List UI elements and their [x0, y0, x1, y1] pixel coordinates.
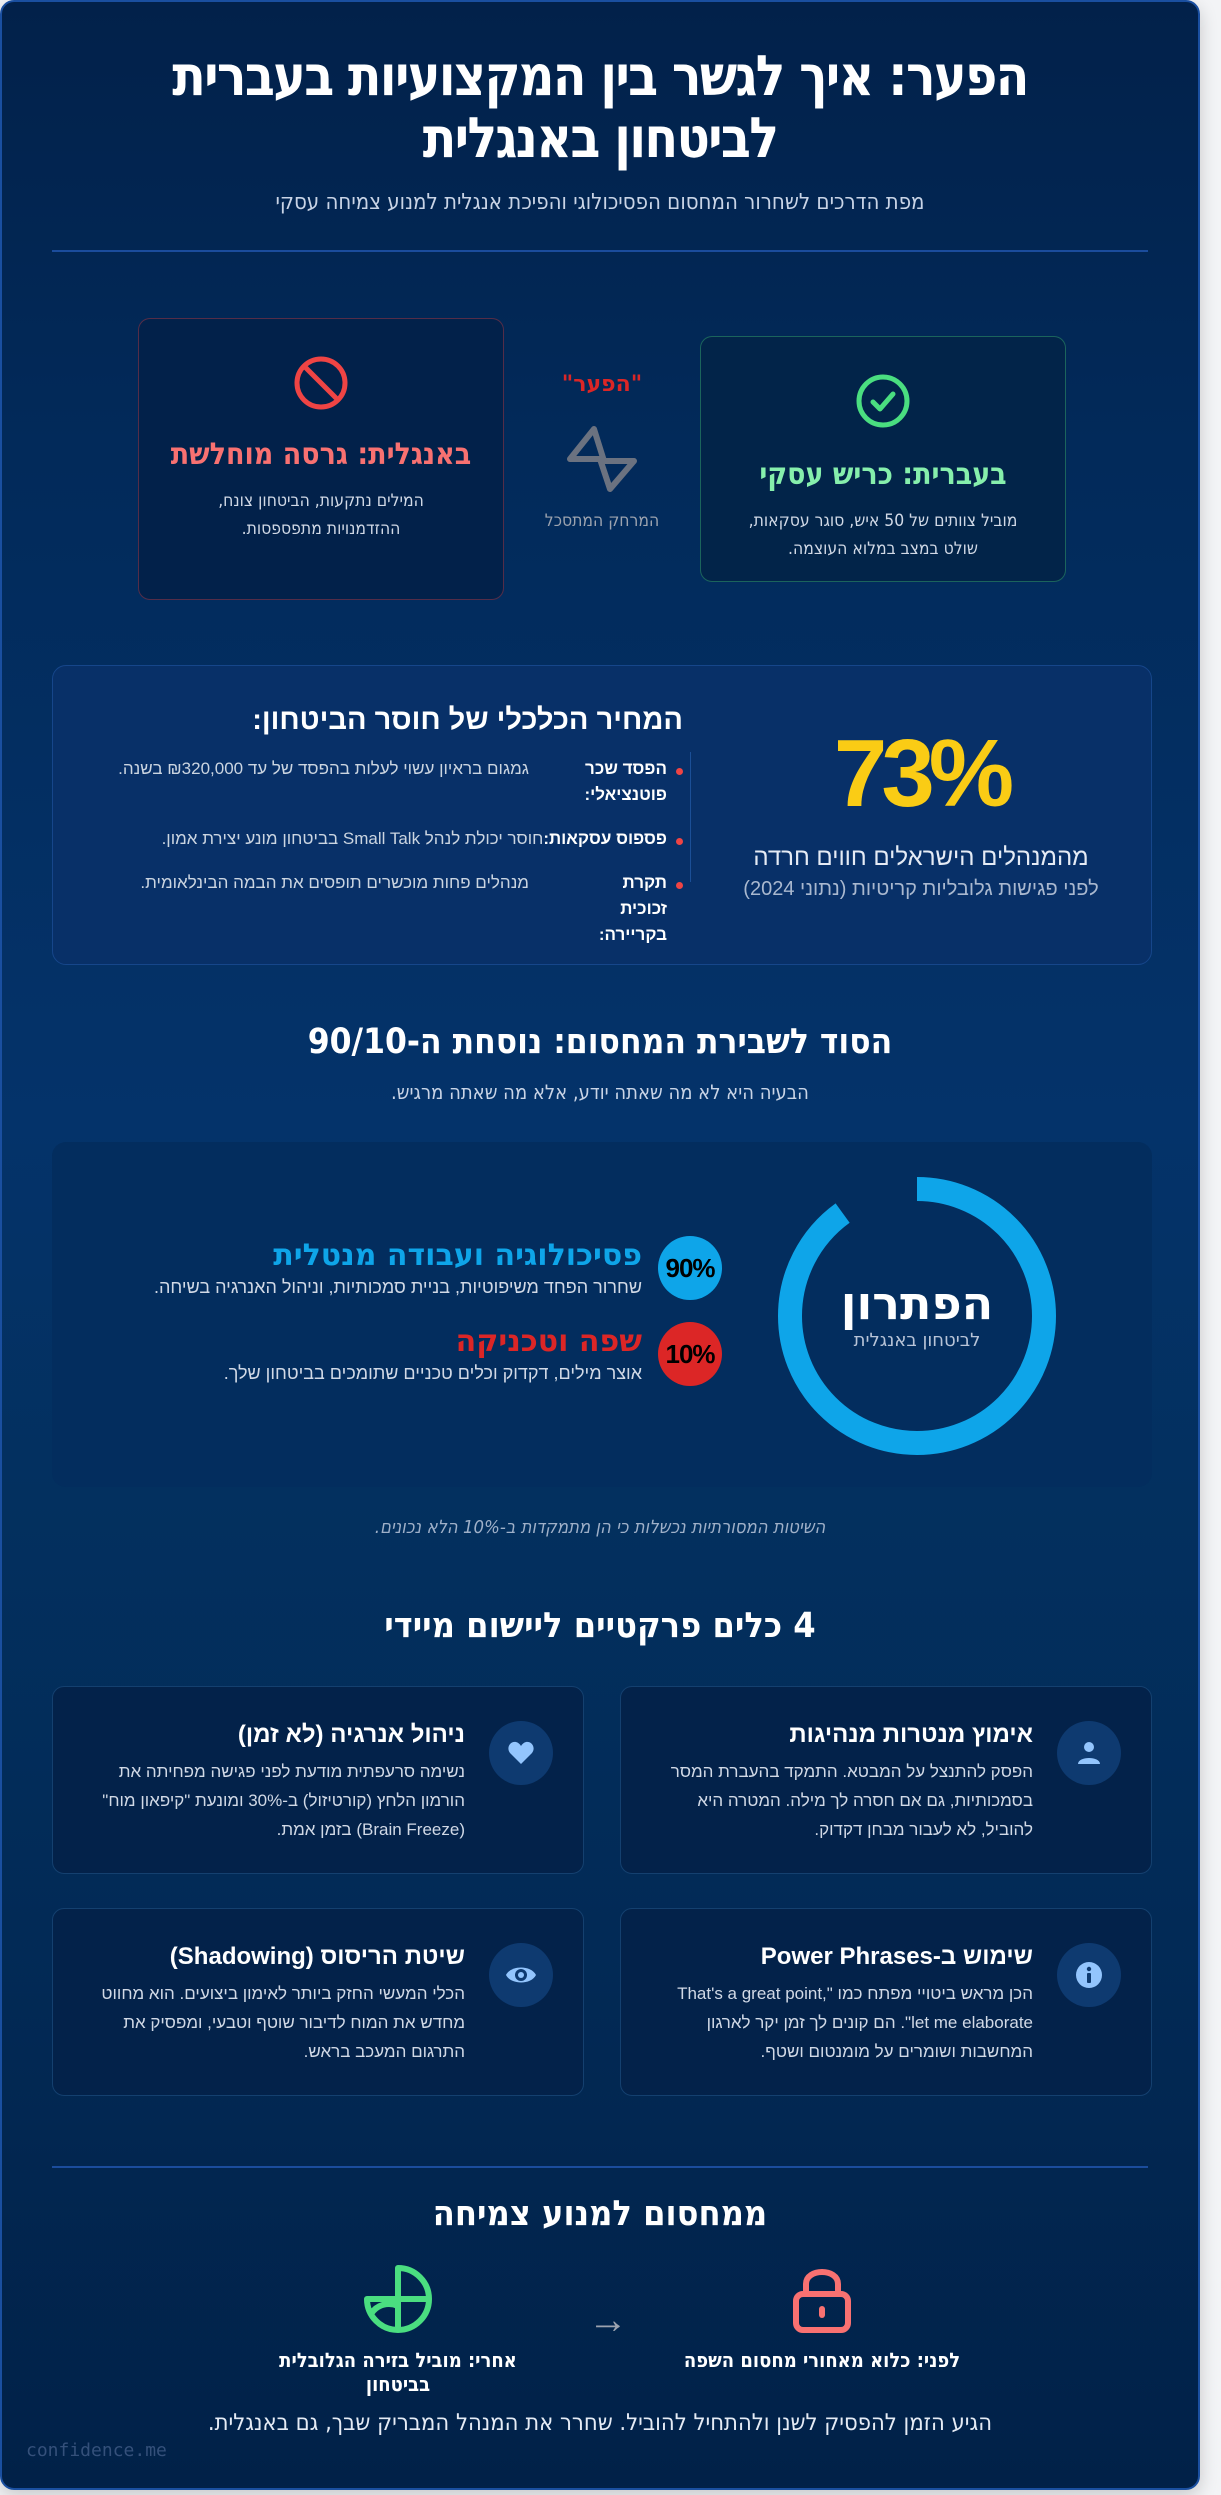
tool-body: אימוץ מנטרות מנהיגות הפסק להתנצל על המבט… — [661, 1719, 1033, 1844]
ratio-rows: 90% פסיכולוגיה ועבודה מנטלית שחרור הפחד … — [122, 1236, 722, 1408]
tool-icon-wrap — [1057, 1943, 1121, 2007]
cost-item: תקרת זכוכית בקריירה: מנהלים פחות מוכשרים… — [93, 870, 683, 948]
transformation-title: ממחסום למנוע צמיחה — [432, 2194, 768, 2234]
tool-body: שיטת הריסוס (Shadowing) הכלי המעשי החזק … — [93, 1941, 465, 2066]
title-line-1: הפער: איך לגשר בין המקצועיות בעברית — [172, 44, 1029, 109]
gap-caption: המרחק המתסכל — [544, 511, 660, 531]
tool-card: אימוץ מנטרות מנהיגות הפסק להתנצל על המבט… — [620, 1686, 1152, 1874]
tool-text: הפסק להתנצל על המבטא. התמקד בהעברת המסר … — [670, 1762, 1033, 1839]
tools-title: 4 כלים פרקטיים ליישום מיידי — [384, 1606, 816, 1646]
after-label: אחרי: מוביל בזירה הגלובלית בביטחון — [279, 2348, 517, 2396]
check-circle-icon — [856, 374, 910, 428]
cost-title: המחיר הכלכלי של חוסר הביטחון: — [252, 704, 683, 736]
ratio-text: שפה וטכניקה אוצר מילים, דקדוק וכלים טכני… — [223, 1323, 642, 1384]
ratio-row-psychology: 90% פסיכולוגיה ועבודה מנטלית שחרור הפחד … — [122, 1236, 722, 1300]
page-subtitle: מפת הדרכים לשחרור המחסום הפסיכולוגי והפי… — [275, 190, 925, 215]
arrow-right-icon: → — [588, 2298, 628, 2342]
watermark: confidence.me — [26, 2440, 167, 2461]
english-card: באנגלית: גרסה מוחלשת המילים נתקעות, הביט… — [138, 318, 504, 600]
cost-breakdown: המחיר הכלכלי של חוסר הביטחון: הפסד שכר פ… — [93, 700, 683, 966]
hebrew-card-text: מוביל צוותים של 50 איש, סוגר עסקאות, שול… — [748, 511, 1018, 559]
tool-icon-wrap — [489, 1943, 553, 2007]
page-title: הפער: איך לגשר בין המקצועיות בעברית לביט… — [74, 46, 1126, 170]
stat-divider — [690, 752, 691, 882]
lock-icon — [793, 2269, 851, 2333]
bullet-dot-icon — [669, 826, 683, 852]
english-card-text: המילים נתקעות, הביטחון צונח, ההזדמנויות … — [218, 491, 424, 539]
ratio-text: פסיכולוגיה ועבודה מנטלית שחרור הפחד משיפ… — [154, 1237, 642, 1298]
ring-chart-icon — [778, 1177, 1056, 1455]
formula-panel: הפתרון לביטחון באנגלית 90% פסיכולוגיה וע… — [52, 1142, 1152, 1487]
ring-label: הפתרון לביטחון באנגלית — [777, 1278, 1057, 1351]
english-card-title: באנגלית: גרסה מוחלשת — [170, 437, 472, 472]
after-state: אחרי: מוביל בזירה הגלובלית בביטחון — [238, 2264, 558, 2396]
header-divider — [52, 250, 1148, 252]
tool-text: נשימה סרעפתית מודעת לפני פגישה מפחיתה את… — [102, 1762, 465, 1839]
ratio-badge: 10% — [658, 1322, 722, 1386]
hebrew-card-title: בעברית: כריש עסקי — [759, 457, 1007, 492]
eye-icon — [506, 1967, 536, 1983]
formula-title: הסוד לשבירת המחסום: נוסחת ה-90/10 — [307, 1022, 893, 1062]
stat-sublabel: לפני פגישות גלובליות קריטיות (נתוני 2024… — [743, 878, 1099, 900]
cost-item-value: מנהלים פחות מוכשרים תופסים את הבמה הבינל… — [140, 873, 529, 892]
cost-panel: 73% מהמנהלים הישראלים חווים חרדה לפני פג… — [52, 665, 1152, 965]
tool-text: הכן מראש ביטויי מפתח כמו "That's a great… — [677, 1984, 1033, 2061]
tool-icon-wrap — [489, 1721, 553, 1785]
cost-item: פספוס עסקאות: חוסר יכולת לנהל Small Talk… — [93, 826, 683, 852]
tool-title: שימוש ב-Power Phrases — [760, 1943, 1033, 1970]
bullet-dot-icon — [669, 870, 683, 948]
cost-item-key: פספוס עסקאות: — [543, 829, 667, 848]
broken-lightning-icon — [567, 426, 637, 492]
tool-title: אימוץ מנטרות מנהיגות — [789, 1721, 1033, 1748]
cost-item: הפסד שכר פוטנציאלי: גמגום בראיון עשוי לע… — [93, 756, 683, 808]
tool-icon-wrap — [1057, 1721, 1121, 1785]
ratio-title: שפה וטכניקה — [455, 1323, 642, 1359]
tool-card: ניהול אנרגיה (לא זמן) נשימה סרעפתית מודע… — [52, 1686, 584, 1874]
ratio-row-language: 10% שפה וטכניקה אוצר מילים, דקדוק וכלים … — [122, 1322, 722, 1386]
before-label: לפני: כלוא מאחורי מחסום השפה — [683, 2348, 961, 2372]
stat-value: 73% — [833, 720, 1014, 827]
title-line-2: לביטחון באנגלית — [422, 106, 779, 171]
ratio-title: פסיכולוגיה ועבודה מנטלית — [273, 1237, 642, 1273]
cost-item-value: חוסר יכולת לנהל Small Talk בביטחון מונע … — [161, 829, 544, 848]
tool-card: שימוש ב-Power Phrases הכן מראש ביטויי מפ… — [620, 1908, 1152, 2096]
tool-card: שיטת הריסוס (Shadowing) הכלי המעשי החזק … — [52, 1908, 584, 2096]
cost-item-value: גמגום בראיון עשוי לעלות בהפסד של עד ₪320… — [118, 759, 529, 778]
ratio-desc: שחרור הפחד משיפוטיות, בניית סמכותיות, ונ… — [154, 1276, 642, 1297]
tool-title: שיטת הריסוס (Shadowing) — [169, 1943, 465, 1970]
ring-subtitle: לביטחון באנגלית — [853, 1330, 981, 1351]
tool-body: שימוש ב-Power Phrases הכן מראש ביטויי מפ… — [661, 1941, 1033, 2066]
section-divider — [52, 2166, 1148, 2168]
cost-list: הפסד שכר פוטנציאלי: גמגום בראיון עשוי לע… — [93, 756, 683, 948]
tool-text: הכלי המעשי החזק ביותר לאימון ביצועים. הו… — [101, 1984, 465, 2061]
stat-label: מהמנהלים הישראלים חווים חרדה — [753, 844, 1089, 871]
ring-title: הפתרון — [840, 1276, 994, 1330]
gap-label: "הפער" — [561, 372, 643, 397]
heart-icon — [508, 1741, 534, 1764]
info-icon — [1076, 1962, 1102, 1988]
gap-indicator: "הפער" המרחק המתסכל — [522, 372, 682, 531]
header: הפער: איך לגשר בין המקצועיות בעברית לביט… — [2, 46, 1198, 216]
tool-body: ניהול אנרגיה (לא זמן) נשימה סרעפתית מודע… — [93, 1719, 465, 1844]
formula-note: השיטות המסורתיות נכשלות כי הן מתמקדות ב-… — [374, 1517, 826, 1538]
cost-item-key: תקרת זכוכית בקריירה: — [598, 873, 667, 944]
tool-title: ניהול אנרגיה (לא זמן) — [237, 1721, 465, 1748]
user-icon — [1078, 1742, 1100, 1764]
closing-statement: הגיע הזמן להפסיק לשנן ולהתחיל להוביל. שח… — [207, 2410, 993, 2436]
ratio-badge: 90% — [658, 1236, 722, 1300]
ratio-desc: אוצר מילים, דקדוק וכלים טכניים שתומכים ב… — [223, 1362, 642, 1383]
hebrew-card: בעברית: כריש עסקי מוביל צוותים של 50 איש… — [700, 336, 1066, 582]
anxiety-stat: 73% מהמנהלים הישראלים חווים חרדה לפני פג… — [691, 666, 1151, 964]
formula-subtitle: הבעיה היא לא מה שאתה יודע, אלא מה שאתה מ… — [391, 1080, 809, 1104]
cost-item-key: הפסד שכר פוטנציאלי: — [584, 759, 668, 804]
bullet-dot-icon — [669, 756, 683, 808]
leaf-icon — [364, 2265, 432, 2333]
solution-ring-chart: הפתרון לביטחון באנגלית — [777, 1176, 1057, 1456]
ban-icon — [294, 356, 348, 410]
before-state: לפני: כלוא מאחורי מחסום השפה — [662, 2264, 982, 2372]
